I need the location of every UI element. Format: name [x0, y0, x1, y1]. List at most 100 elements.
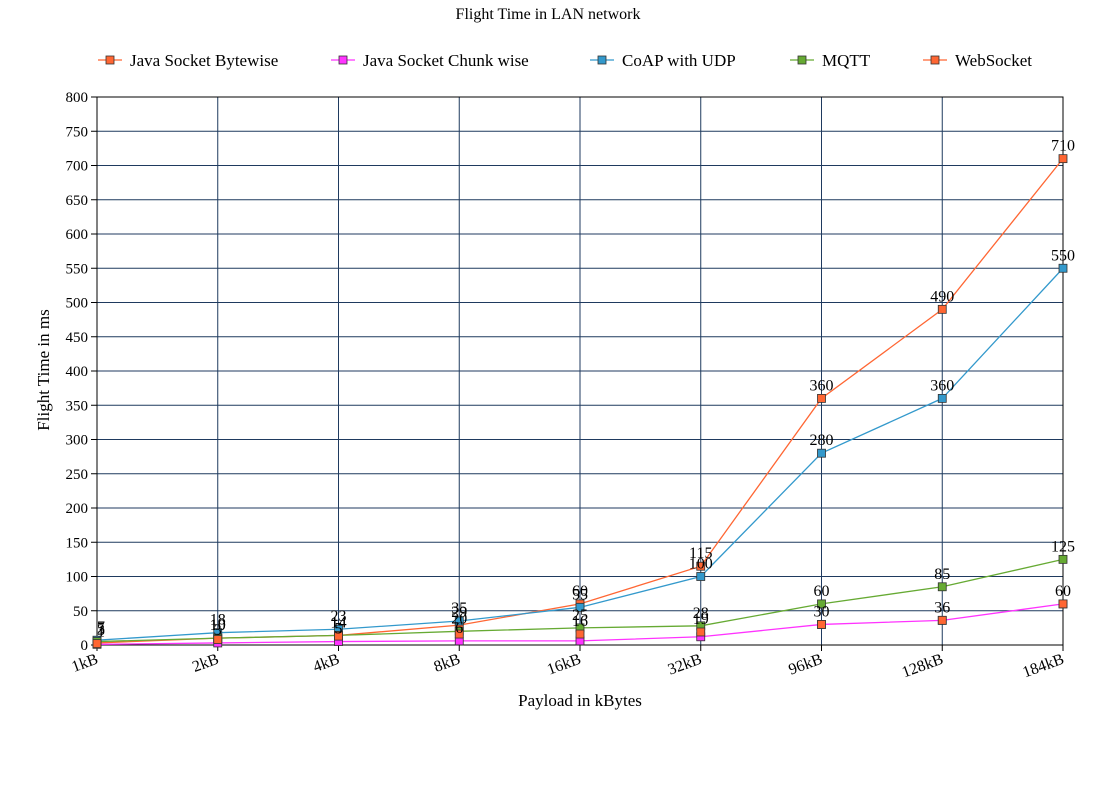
- data-point: [696, 627, 706, 637]
- data-label: 10: [210, 617, 226, 634]
- data-point: [92, 639, 102, 649]
- data-label: 490: [930, 288, 954, 305]
- data-label: 360: [810, 377, 834, 394]
- data-label: 6: [455, 620, 463, 637]
- data-label: 55: [572, 586, 588, 603]
- y-tick-label: 250: [66, 467, 89, 483]
- data-label: 20: [451, 610, 467, 627]
- x-tick-label: 4kB: [311, 651, 342, 676]
- data-label: 550: [1051, 247, 1075, 264]
- data-point: [575, 602, 585, 612]
- chart-grid: [96, 96, 1064, 646]
- data-label: 3: [97, 622, 105, 639]
- y-tick-label: 400: [66, 364, 89, 380]
- data-point: [817, 393, 826, 403]
- data-label: 29: [451, 604, 467, 621]
- data-point: [1058, 263, 1068, 273]
- legend-label: Java Socket Bytewise: [130, 51, 278, 70]
- data-label: 125: [1051, 538, 1075, 555]
- y-tick-label: 650: [66, 193, 89, 209]
- data-point: [937, 304, 947, 314]
- data-point: [696, 572, 706, 581]
- data-point: [1058, 554, 1068, 564]
- data-label: 25: [572, 607, 588, 624]
- data-label: 60: [1055, 583, 1071, 600]
- data-label: 16: [572, 613, 588, 630]
- data-label: 115: [689, 545, 712, 562]
- data-point: [937, 582, 947, 592]
- legend-marker: [797, 55, 807, 65]
- data-point: [1058, 599, 1068, 609]
- data-label: 23: [331, 608, 347, 625]
- data-label: 3: [214, 622, 222, 639]
- data-label: 280: [810, 432, 834, 449]
- legend-label: WebSocket: [955, 51, 1032, 70]
- y-tick-label: 150: [66, 535, 89, 551]
- x-tick-label: 32kB: [666, 651, 704, 679]
- data-point: [213, 635, 223, 644]
- legend-label: CoAP with UDP: [622, 51, 736, 70]
- y-tick-label: 200: [66, 501, 89, 517]
- data-point: [696, 561, 706, 571]
- chart-legend: Java Socket Bytewise Java Socket Chunk wi…: [98, 51, 1032, 70]
- data-label: 36: [934, 599, 950, 616]
- y-tick-label: 500: [66, 296, 89, 312]
- data-label: 5: [97, 621, 105, 638]
- x-tick-label: 8kB: [432, 651, 463, 676]
- data-label: 14: [331, 614, 347, 631]
- y-axis-ticks: 0 50 100 150 200 250 300 350 400 450 500 550 600 650 7…: [66, 90, 97, 654]
- x-tick-label: 1kB: [69, 651, 100, 676]
- data-label: 1: [97, 623, 105, 640]
- y-tick-label: 100: [66, 570, 89, 586]
- data-point: [1058, 154, 1068, 164]
- data-label: 10: [210, 617, 226, 634]
- data-point: [937, 615, 947, 625]
- data-label: 35: [451, 600, 467, 617]
- y-tick-label: 800: [66, 90, 89, 106]
- data-point: [334, 631, 343, 641]
- legend-item: Java Socket Chunk wise: [331, 51, 529, 70]
- y-axis-label: Flight Time in ms: [34, 309, 53, 430]
- legend-marker: [597, 55, 607, 65]
- legend-marker: [930, 55, 940, 65]
- y-tick-label: 350: [66, 398, 89, 414]
- data-point: [575, 629, 585, 639]
- data-label: 7: [97, 619, 105, 636]
- x-tick-label: 96kB: [786, 651, 824, 679]
- y-tick-label: 50: [73, 604, 88, 620]
- data-label: 19: [693, 611, 709, 628]
- legend-item: Java Socket Bytewise: [98, 51, 278, 70]
- data-label: 14: [331, 614, 347, 631]
- chart-series: [92, 154, 1068, 649]
- data-point: [817, 620, 826, 629]
- y-tick-label: 300: [66, 433, 89, 449]
- data-label: 360: [930, 377, 954, 394]
- data-label: 28: [693, 605, 709, 622]
- data-label: 18: [210, 612, 226, 629]
- x-tick-label: 16kB: [545, 651, 583, 679]
- legend-item: CoAP with UDP: [590, 51, 736, 70]
- y-tick-label: 750: [66, 124, 89, 140]
- data-point: [454, 616, 464, 626]
- data-point: [817, 448, 826, 458]
- y-tick-label: 700: [66, 159, 89, 175]
- data-label: 60: [572, 583, 588, 600]
- x-axis-ticks: 1kB 2kB 4kB 8kB 16kB 32kB 96kB 128kB 184kB: [69, 645, 1066, 681]
- data-label: 5: [335, 621, 343, 638]
- data-point: [937, 393, 947, 403]
- data-label: 710: [1051, 138, 1075, 155]
- data-point: [817, 599, 826, 609]
- legend-label: Java Socket Chunk wise: [363, 51, 529, 70]
- data-label: 100: [689, 556, 713, 573]
- data-label: 30: [814, 603, 830, 620]
- y-tick-label: 0: [81, 638, 89, 654]
- series-2: [92, 263, 1068, 645]
- legend-item: MQTT: [790, 51, 871, 70]
- x-axis-label: Payload in kBytes: [518, 691, 642, 710]
- legend-item: WebSocket: [923, 51, 1032, 70]
- data-label: 85: [934, 566, 950, 583]
- chart-title: Flight Time in LAN network: [456, 6, 641, 23]
- data-label: 60: [814, 583, 830, 600]
